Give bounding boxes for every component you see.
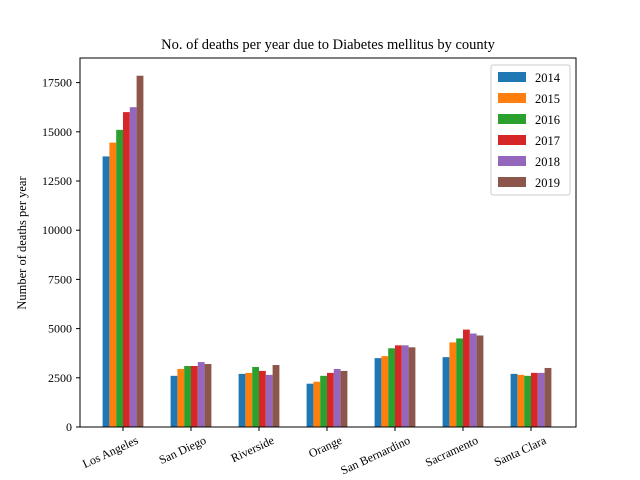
bar bbox=[442, 357, 450, 427]
bar bbox=[116, 129, 123, 427]
x-tick-label: Riverside bbox=[229, 433, 277, 465]
legend-label: 2014 bbox=[535, 71, 561, 85]
legend-swatch bbox=[498, 93, 526, 103]
bar bbox=[204, 364, 212, 427]
y-axis-label: Number of deaths per year bbox=[15, 176, 29, 310]
bar bbox=[177, 368, 185, 427]
bar bbox=[388, 348, 395, 427]
bar bbox=[463, 329, 470, 427]
x-tick-label: Santa Clara bbox=[492, 433, 549, 469]
bar bbox=[320, 375, 327, 427]
bar bbox=[129, 107, 137, 427]
bar bbox=[109, 142, 117, 427]
bar bbox=[313, 381, 321, 427]
legend-label: 2018 bbox=[535, 155, 560, 169]
bar bbox=[510, 373, 518, 427]
y-tick-label: 12500 bbox=[42, 174, 72, 188]
bar bbox=[123, 112, 130, 428]
legend-label: 2019 bbox=[535, 176, 560, 190]
y-tick-label: 5000 bbox=[48, 322, 72, 336]
bar bbox=[327, 372, 334, 427]
y-tick-label: 15000 bbox=[42, 125, 72, 139]
bar bbox=[333, 368, 341, 427]
chart-title: No. of deaths per year due to Diabetes m… bbox=[161, 37, 496, 53]
bar bbox=[252, 366, 259, 427]
legend-swatch bbox=[498, 72, 526, 82]
bar bbox=[259, 370, 266, 427]
plot-frame bbox=[79, 57, 577, 428]
bar bbox=[408, 347, 416, 427]
y-tick-label: 17500 bbox=[42, 76, 72, 90]
bar bbox=[191, 365, 198, 427]
legend-label: 2015 bbox=[535, 92, 560, 106]
bar bbox=[401, 345, 409, 427]
bar bbox=[340, 370, 348, 427]
bar bbox=[469, 333, 477, 427]
bar bbox=[456, 338, 463, 427]
legend-swatch bbox=[498, 177, 526, 187]
bar bbox=[374, 358, 382, 427]
x-tick-label: San Bernardino bbox=[338, 433, 412, 477]
y-tick-label: 0 bbox=[66, 420, 72, 434]
y-tick-label: 7500 bbox=[48, 272, 72, 286]
bars-layer bbox=[102, 75, 552, 428]
bar bbox=[272, 365, 280, 427]
bar bbox=[449, 342, 457, 427]
bar bbox=[476, 335, 484, 427]
bar bbox=[517, 374, 525, 427]
bar bbox=[245, 372, 253, 427]
legend-swatch bbox=[498, 114, 526, 124]
bar bbox=[381, 356, 389, 427]
bar bbox=[395, 345, 402, 427]
bar bbox=[537, 372, 545, 427]
bar bbox=[238, 373, 246, 427]
x-tick-label: Orange bbox=[306, 433, 344, 461]
bar bbox=[306, 383, 314, 427]
bar bbox=[136, 75, 144, 428]
legend-swatch bbox=[498, 135, 526, 145]
legend-swatch bbox=[498, 156, 526, 166]
bar bbox=[197, 362, 205, 427]
legend-label: 2017 bbox=[535, 134, 560, 148]
bar bbox=[544, 367, 552, 427]
y-axis: 0 2500 5000 7500 10000 12500 15000 17500 bbox=[42, 76, 80, 434]
y-tick-label: 2500 bbox=[48, 371, 72, 385]
legend: 2014 2015 2016 2017 2018 2019 bbox=[490, 64, 571, 196]
x-tick-label: Sacramento bbox=[423, 433, 480, 470]
bar bbox=[170, 375, 178, 427]
legend-label: 2016 bbox=[535, 113, 560, 127]
bar bbox=[524, 375, 531, 427]
bar bbox=[265, 374, 273, 427]
bar bbox=[184, 365, 191, 427]
y-tick-label: 10000 bbox=[42, 223, 72, 237]
x-tick-label: Los Angeles bbox=[80, 433, 140, 471]
bar bbox=[102, 156, 110, 427]
x-tick-label: San Diego bbox=[157, 433, 209, 467]
bar bbox=[531, 372, 538, 427]
